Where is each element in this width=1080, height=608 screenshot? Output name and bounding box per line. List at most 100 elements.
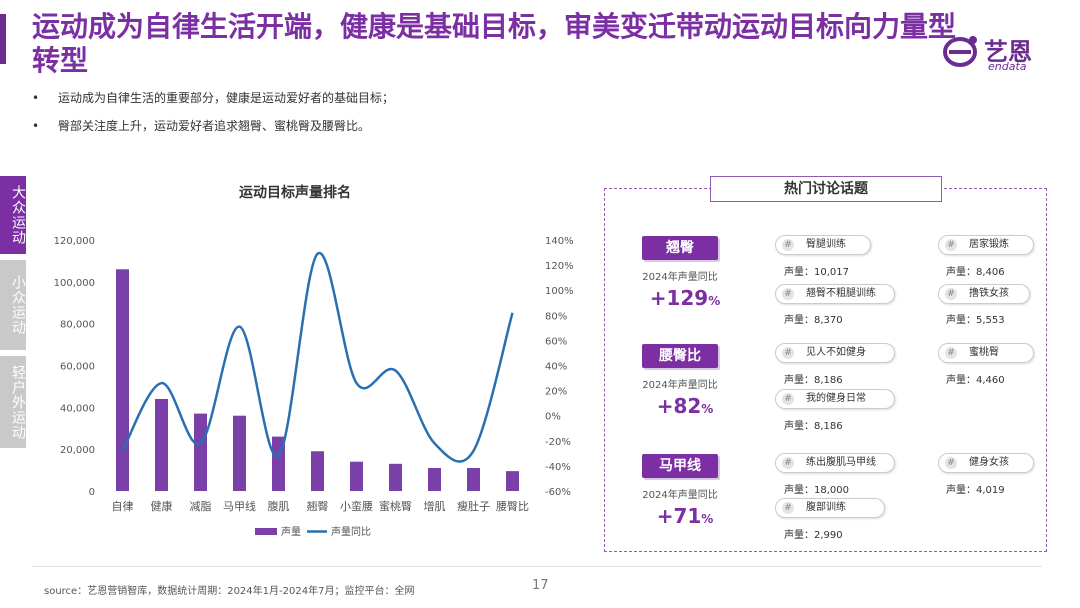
topic-tag-name: 蜜桃臀 bbox=[969, 347, 999, 358]
yoy-percent-unit: % bbox=[701, 402, 714, 416]
topic-volume-label: 声量： bbox=[946, 485, 976, 496]
bar-volume bbox=[467, 467, 480, 491]
right-axis-tick-label: 40% bbox=[545, 362, 567, 373]
topic-volume-value: 8,186 bbox=[814, 421, 843, 432]
right-axis-tick-label: 0% bbox=[545, 412, 561, 423]
topic-tag-name: 撸铁女孩 bbox=[969, 288, 1009, 299]
category-label: 马甲线 bbox=[223, 499, 256, 513]
topic-group-label: 翘臀 bbox=[642, 236, 718, 260]
hashtag-icon: # bbox=[782, 502, 794, 514]
topic-volume-value: 4,460 bbox=[976, 375, 1005, 386]
topic-volume: 声量：8,406 bbox=[946, 263, 1005, 278]
topic-volume-value: 8,186 bbox=[814, 375, 843, 386]
topic-tag: # 见人不如健身 bbox=[775, 343, 895, 363]
tab-mass-sports[interactable]: 大众运动 bbox=[0, 176, 26, 254]
topic-volume-label: 声量： bbox=[946, 375, 976, 386]
topic-tag-name: 居家锻炼 bbox=[969, 239, 1009, 250]
page-title: 运动成为自律生活开端，健康是基础目标，审美变迁带动运动目标向力量型转型 bbox=[32, 10, 957, 77]
right-axis-tick-label: 20% bbox=[545, 387, 567, 398]
topic-group: 翘臀 2024年声量同比 +129% bbox=[640, 236, 740, 336]
yoy-caption: 2024年声量同比 bbox=[642, 272, 718, 283]
category-label: 健康 bbox=[151, 499, 173, 513]
topic-tag: # 撸铁女孩 bbox=[938, 284, 1030, 304]
bar-volume bbox=[506, 471, 519, 491]
topic-volume: 声量：8,186 bbox=[784, 417, 843, 432]
topic-volume: 声量：8,186 bbox=[784, 371, 843, 386]
bar-volume bbox=[311, 451, 324, 491]
legend-label-volume: 声量 bbox=[281, 525, 301, 538]
left-axis-tick-label: 20,000 bbox=[60, 445, 95, 456]
left-axis-tick-label: 120,000 bbox=[54, 236, 95, 247]
key-point: 臀部关注度上升，运动爱好者追求翘臀、蜜桃臀及腰臀比。 bbox=[32, 118, 932, 134]
topic-volume-value: 4,019 bbox=[976, 485, 1005, 496]
yoy-caption: 2024年声量同比 bbox=[642, 490, 718, 501]
hashtag-icon: # bbox=[945, 288, 957, 300]
category-label: 瘦肚子 bbox=[457, 499, 490, 513]
topic-group: 腰臀比 2024年声量同比 +82% bbox=[640, 344, 740, 444]
topic-tag: # 练出腹肌马甲线 bbox=[775, 453, 895, 473]
source-note: source：艺恩营销智库，数据统计周期：2024年1月-2024年7月；监控平… bbox=[44, 586, 415, 597]
legend-swatch-volume bbox=[255, 528, 277, 535]
topic-tag: # 健身女孩 bbox=[938, 453, 1034, 473]
topic-volume: 声量：2,990 bbox=[784, 526, 843, 541]
left-axis-tick-label: 80,000 bbox=[60, 320, 95, 331]
category-label: 腹肌 bbox=[268, 499, 290, 513]
topic-tag-name: 见人不如健身 bbox=[806, 347, 866, 358]
hashtag-icon: # bbox=[945, 239, 957, 251]
hashtag-icon: # bbox=[945, 347, 957, 359]
topic-tag-name: 腹部训练 bbox=[806, 502, 846, 513]
bar-volume bbox=[116, 269, 129, 491]
topic-volume-label: 声量： bbox=[946, 315, 976, 326]
yoy-percent-value: +82 bbox=[656, 394, 702, 418]
key-point: 运动成为自律生活的重要部分，健康是运动爱好者的基础目标； bbox=[32, 90, 932, 106]
topic-tag-name: 翘臀不粗腿训练 bbox=[806, 288, 876, 299]
section-tabs: 大众运动 小众运动 轻户外运动 bbox=[0, 176, 26, 454]
category-label: 小蛮腰 bbox=[340, 499, 373, 513]
topic-tag: # 我的健身日常 bbox=[775, 389, 895, 409]
topic-volume: 声量：4,460 bbox=[946, 371, 1005, 386]
topic-tag: # 臀腿训练 bbox=[775, 235, 871, 255]
bar-volume bbox=[155, 398, 168, 491]
left-axis-tick-label: 60,000 bbox=[60, 362, 95, 373]
topic-tag: # 居家锻炼 bbox=[938, 235, 1034, 255]
category-label: 腰臀比 bbox=[496, 500, 529, 513]
right-axis-tick-label: 80% bbox=[545, 311, 567, 322]
yoy-percent: +71% bbox=[640, 504, 730, 528]
topic-tag: # 翘臀不粗腿训练 bbox=[775, 284, 895, 304]
tab-light-outdoor[interactable]: 轻户外运动 bbox=[0, 356, 26, 448]
topic-tag-name: 臀腿训练 bbox=[806, 239, 846, 250]
hashtag-icon: # bbox=[945, 457, 957, 469]
topic-group: 马甲线 2024年声量同比 +71% bbox=[640, 454, 740, 554]
right-axis-tick-label: -60% bbox=[545, 487, 571, 498]
hashtag-icon: # bbox=[782, 239, 794, 251]
yoy-percent-unit: % bbox=[701, 512, 714, 526]
page-number: 17 bbox=[532, 578, 549, 593]
topic-volume: 声量：8,370 bbox=[784, 311, 843, 326]
topic-volume-label: 声量： bbox=[784, 375, 814, 386]
endata-logo-icon bbox=[943, 36, 977, 67]
topic-tag-name: 我的健身日常 bbox=[806, 393, 866, 404]
topic-volume-value: 8,406 bbox=[976, 267, 1005, 278]
topic-volume-label: 声量： bbox=[946, 267, 976, 278]
topic-volume: 声量：18,000 bbox=[784, 481, 849, 496]
category-label: 减脂 bbox=[190, 499, 212, 513]
tab-niche-sports[interactable]: 小众运动 bbox=[0, 260, 26, 350]
topic-tag-name: 健身女孩 bbox=[969, 457, 1009, 468]
topic-volume-label: 声量： bbox=[784, 315, 814, 326]
logo-text: 艺恩 bbox=[984, 38, 1032, 66]
right-axis-tick-label: -40% bbox=[545, 462, 571, 473]
logo-subtext: endata bbox=[988, 60, 1027, 73]
topic-volume-label: 声量： bbox=[784, 267, 814, 278]
hashtag-icon: # bbox=[782, 347, 794, 359]
key-points: 运动成为自律生活的重要部分，健康是运动爱好者的基础目标； 臀部关注度上升，运动爱… bbox=[32, 90, 932, 146]
right-axis-tick-label: 120% bbox=[545, 261, 574, 272]
footer-divider bbox=[32, 566, 1042, 567]
yoy-percent-value: +71 bbox=[656, 504, 702, 528]
yoy-percent-unit: % bbox=[708, 294, 721, 308]
yoy-percent-value: +129 bbox=[649, 286, 709, 310]
hot-topics-header: 热门讨论话题 bbox=[710, 176, 942, 202]
yoy-percent: +82% bbox=[640, 394, 730, 418]
left-axis-tick-label: 100,000 bbox=[54, 278, 95, 289]
topic-volume: 声量：5,553 bbox=[946, 311, 1005, 326]
category-label: 增肌 bbox=[424, 499, 446, 513]
